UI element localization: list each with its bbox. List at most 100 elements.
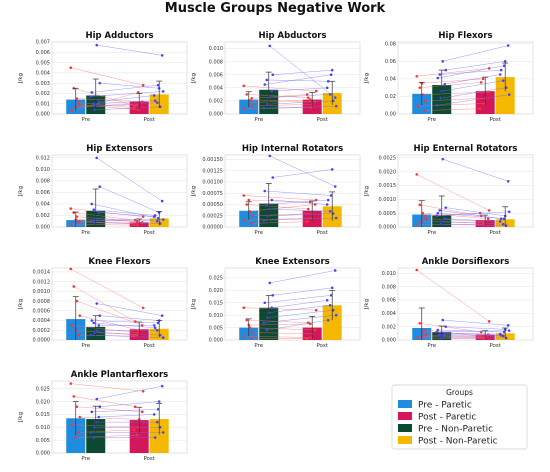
y-tick-label: 0.010 (36, 167, 50, 173)
paretic-line (78, 429, 135, 433)
paretic-point-post (135, 219, 139, 223)
nonparetic-line (93, 322, 156, 329)
nonparetic-point-pre (435, 330, 439, 334)
nonparetic-line (91, 409, 159, 413)
nonparetic-point-pre (92, 436, 96, 439)
paretic-point-pre (424, 217, 428, 220)
paretic-line (246, 204, 309, 210)
y-tick-label: 0.004 (36, 202, 50, 208)
nonparetic-point-pre (270, 306, 274, 310)
bar-pre-paretic (66, 418, 86, 453)
nonparetic-line (271, 300, 328, 308)
nonparetic-line (91, 84, 159, 93)
nonparetic-line (263, 217, 337, 221)
x-tick-label: Pre (81, 343, 90, 349)
paretic-point-pre (423, 214, 427, 218)
y-tick-label: 0.006 (209, 72, 223, 78)
nonparetic-point-pre (98, 185, 102, 188)
nonparetic-point-pre (441, 157, 445, 161)
chart-title: Hip Extensors (86, 144, 152, 154)
nonparetic-point-post (501, 334, 505, 338)
paretic-point-pre (69, 267, 73, 271)
nonparetic-point-post (157, 400, 161, 403)
paretic-point-post (486, 217, 490, 220)
nonparetic-point-post (160, 199, 164, 203)
y-tick-label: 0.00 (385, 112, 396, 118)
y-tick-label: 0.020 (209, 288, 223, 294)
paretic-line (76, 300, 143, 326)
legend: Groups Pre - Paretic Post - Paretic Pre - N… (391, 384, 528, 450)
nonparetic-point-pre (263, 189, 267, 193)
chart-title: Ankle Plantarflexors (71, 370, 168, 380)
nonparetic-point-pre (438, 73, 442, 76)
paretic-point-pre (424, 99, 428, 103)
paretic-line (244, 107, 312, 110)
paretic-point-post (132, 222, 136, 225)
x-tick-label: Post (316, 117, 328, 123)
paretic-line (421, 78, 484, 84)
chart-panel-5: 0.00000 0.00025 0.00050 0.00075 0.00100 0.001… (191, 144, 361, 236)
y-tick-label: 0.002 (36, 213, 50, 219)
paretic-point-post (141, 306, 145, 310)
nonparetic-line (99, 315, 160, 321)
chart-panel-8: 0.000 0.005 0.010 0.015 0.020 0.025 Knee Exten… (191, 257, 361, 349)
nonparetic-point-pre (97, 324, 101, 327)
nonparetic-point-post (328, 303, 332, 307)
y-tick-label: 0.002 (36, 91, 50, 97)
paretic-point-pre (69, 207, 73, 210)
paretic-point-pre (74, 436, 78, 439)
paretic-line (76, 216, 143, 223)
paretic-point-post (135, 103, 139, 107)
nonparetic-point-post (499, 217, 503, 220)
nonparetic-line (96, 385, 163, 400)
paretic-line (243, 85, 317, 92)
nonparetic-line (268, 94, 331, 98)
paretic-line (425, 218, 486, 222)
paretic-point-post (133, 104, 137, 108)
paretic-line (244, 217, 312, 221)
bar-pre-non-paretic (259, 307, 279, 340)
nonparetic-line (266, 319, 329, 331)
legend-label: Post - Non-Paretic (418, 437, 498, 447)
nonparetic-point-post (333, 96, 337, 99)
y-tick-label: 0.0014 (33, 270, 51, 276)
y-tick-label: 0.020 (36, 399, 50, 405)
nonparetic-point-post (155, 328, 159, 332)
nonparetic-point-pre (92, 321, 96, 325)
nonparetic-point-pre (443, 82, 447, 86)
paretic-point-post (305, 337, 309, 341)
nonparetic-point-pre (268, 44, 272, 48)
nonparetic-line (263, 105, 337, 109)
legend-box (391, 384, 528, 450)
y-axis-label: J/kg (364, 73, 370, 84)
y-tick-label: 0.010 (209, 313, 223, 319)
paretic-point-pre (77, 101, 81, 104)
nonparetic-point-pre (98, 405, 102, 409)
paretic-point-post (313, 328, 317, 332)
nonparetic-line (440, 87, 507, 99)
y-tick-label: 0.000 (209, 112, 223, 118)
paretic-line (71, 92, 139, 112)
x-tick-label: Pre (427, 343, 436, 349)
paretic-point-pre (248, 209, 252, 213)
nonparetic-point-pre (444, 206, 448, 209)
nonparetic-point-post (499, 68, 503, 72)
paretic-point-pre (70, 222, 74, 226)
nonparetic-point-pre (435, 214, 439, 218)
nonparetic-line (269, 270, 336, 284)
nonparetic-line (98, 95, 155, 102)
x-tick-label: Post (143, 117, 155, 123)
paretic-point-pre (78, 314, 82, 317)
nonparetic-line (91, 320, 159, 324)
y-tick-label: 0.007 (36, 40, 50, 46)
nonparetic-line (444, 74, 501, 85)
y-tick-label: 0.0012 (33, 279, 51, 285)
paretic-line (416, 68, 490, 77)
y-tick-label: 0.00125 (202, 168, 223, 174)
paretic-point-pre (250, 222, 254, 225)
nonparetic-point-pre (98, 314, 102, 317)
chart-panel-10: 0.000 0.005 0.010 0.015 0.020 0.025 Ankle Plan… (18, 370, 188, 462)
y-tick-label: 0.001 (36, 101, 50, 107)
nonparetic-line (94, 106, 161, 111)
nonparetic-point-pre (265, 78, 269, 82)
